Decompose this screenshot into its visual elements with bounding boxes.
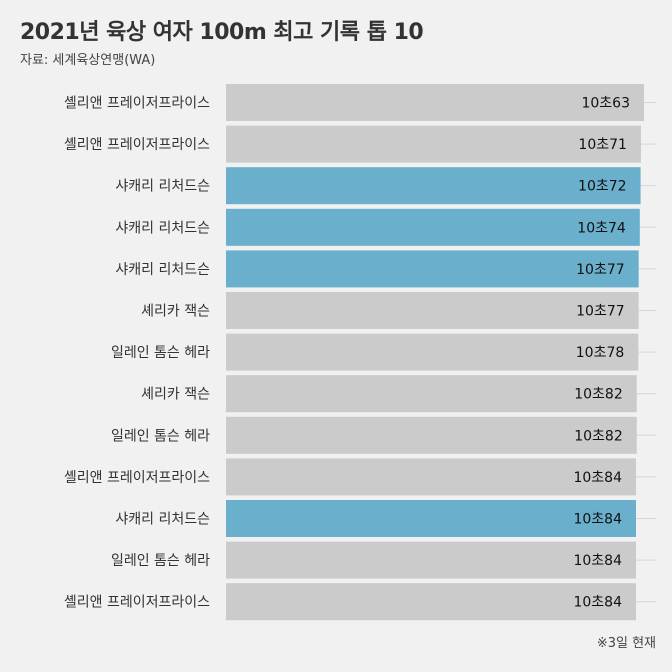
value-label: 10초71 bbox=[578, 137, 627, 153]
category-label: 샤캐리 리처드슨 bbox=[115, 262, 210, 278]
bar bbox=[226, 458, 636, 496]
bar bbox=[226, 375, 637, 413]
category-label: 샤캐리 리처드슨 bbox=[115, 179, 210, 195]
value-label: 10초82 bbox=[574, 428, 623, 444]
value-label: 10초74 bbox=[577, 220, 626, 236]
chart-footnote: ※3일 현재 bbox=[596, 636, 656, 651]
bar bbox=[226, 333, 639, 371]
bar bbox=[226, 167, 641, 205]
value-label: 10초84 bbox=[573, 595, 622, 611]
value-label: 10초84 bbox=[573, 470, 622, 486]
category-label: 셰리카 잭슨 bbox=[141, 387, 210, 403]
value-label: 10초84 bbox=[573, 553, 622, 569]
bar bbox=[226, 541, 636, 579]
bar bbox=[226, 583, 636, 621]
bar bbox=[226, 416, 637, 454]
bar bbox=[226, 84, 644, 121]
category-label: 일레인 톰슨 헤라 bbox=[111, 553, 210, 569]
chart-title: 2021년 육상 여자 100m 최고 기록 톱 10 bbox=[20, 20, 424, 45]
category-label: 일레인 톰슨 헤라 bbox=[111, 345, 210, 361]
value-label: 10초63 bbox=[581, 96, 630, 112]
value-label: 10초84 bbox=[573, 512, 622, 528]
bar bbox=[226, 500, 636, 537]
bar bbox=[226, 125, 641, 163]
category-label: 셰리카 잭슨 bbox=[141, 304, 210, 320]
value-label: 10초77 bbox=[576, 262, 625, 278]
category-label: 셸리앤 프레이저프라이스 bbox=[64, 470, 210, 486]
category-label: 샤캐리 리처드슨 bbox=[115, 220, 210, 236]
category-label: 샤캐리 리처드슨 bbox=[115, 512, 210, 528]
value-label: 10초77 bbox=[576, 304, 625, 320]
bar bbox=[226, 250, 639, 288]
category-label: 셸리앤 프레이저프라이스 bbox=[64, 595, 210, 611]
category-label: 셸리앤 프레이저프라이스 bbox=[64, 137, 210, 153]
bar bbox=[226, 208, 640, 246]
category-label: 일레인 톰슨 헤라 bbox=[111, 428, 210, 444]
value-label: 10초82 bbox=[574, 387, 623, 403]
chart-source: 자료: 세계육상연맹(WA) bbox=[20, 53, 156, 68]
bar bbox=[226, 292, 639, 329]
category-label: 셸리앤 프레이저프라이스 bbox=[64, 96, 210, 112]
value-label: 10초78 bbox=[576, 345, 625, 361]
value-label: 10초72 bbox=[578, 179, 627, 195]
